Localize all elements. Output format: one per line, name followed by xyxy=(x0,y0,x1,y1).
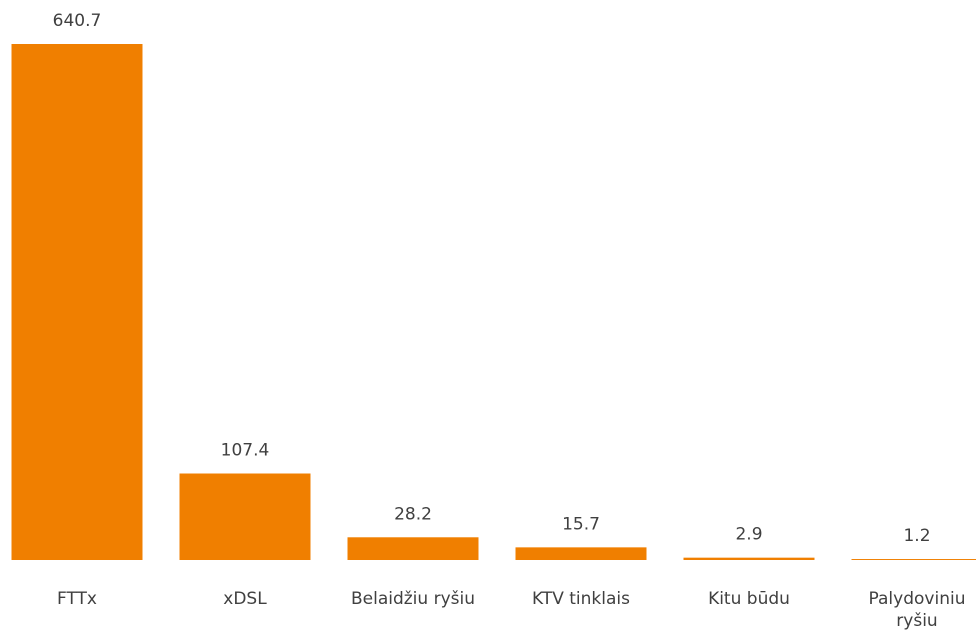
x-tick-label: Kitu būdu xyxy=(708,589,790,609)
value-label: 1.2 xyxy=(903,526,930,546)
value-label: 2.9 xyxy=(735,525,762,545)
value-label: 15.7 xyxy=(562,514,600,534)
value-label: 28.2 xyxy=(394,504,432,524)
bar xyxy=(683,557,815,560)
bar xyxy=(179,473,311,560)
x-tick-label: xDSL xyxy=(223,589,267,609)
x-tick-label: Belaidžiu ryšiu xyxy=(350,589,475,609)
x-tick-label: FTTx xyxy=(56,589,97,609)
bar xyxy=(515,547,647,560)
value-label: 640.7 xyxy=(53,11,102,31)
x-tick-label: KTV tinklais xyxy=(532,589,630,609)
bar xyxy=(11,44,143,560)
x-tick-label: Palydoviniu ryšiu xyxy=(868,589,966,631)
bar xyxy=(347,537,479,560)
bar xyxy=(851,559,976,560)
value-label: 107.4 xyxy=(221,441,270,461)
